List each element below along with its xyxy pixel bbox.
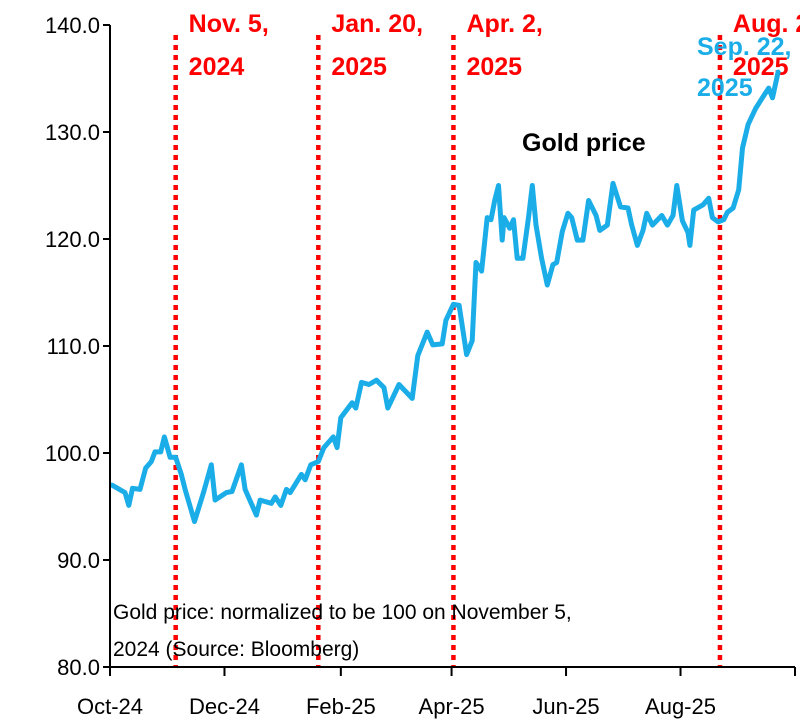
- event-label-line2: 2024: [189, 53, 245, 81]
- x-tick-label: Jun-25: [532, 694, 599, 719]
- axes: 80.0 90.0 100.0 110.0 120.0 130.0 140.0 Oct-24 D…: [45, 13, 796, 719]
- event-label-line2: 2025: [331, 53, 387, 81]
- y-tick-label: 130.0: [45, 120, 100, 145]
- x-tick-label: Feb-25: [306, 694, 376, 719]
- y-tick-label: 100.0: [45, 441, 100, 466]
- y-tick-label: 120.0: [45, 227, 100, 252]
- series-layer: [109, 69, 781, 524]
- series-label: Gold price: [522, 129, 646, 157]
- series-line-gold-price: [109, 69, 781, 524]
- note-line1: Gold price: normalized to be 100 on Nove…: [113, 601, 572, 624]
- x-tick-label: Oct-24: [77, 694, 143, 719]
- y-tick-label: 80.0: [57, 655, 100, 680]
- event-label-line2: 2025: [466, 53, 522, 81]
- x-tick-label: Dec-24: [189, 694, 260, 719]
- event-label-line1: Jan. 20,: [331, 10, 423, 38]
- y-tick-label: 140.0: [45, 13, 100, 38]
- event-label-line1: Aug. 22,: [733, 10, 800, 38]
- event-lines: Nov. 5, 2024 Jan. 20, 2025 Apr. 2, 2025 Aug. 2…: [173, 10, 800, 667]
- end-label-line2: 2025: [697, 74, 753, 102]
- note-line2: 2024 (Source: Bloomberg): [113, 638, 359, 661]
- annotations: Sep. 22, 2025 Gold price Gold price: nor…: [113, 33, 792, 661]
- end-label-line1: Sep. 22,: [697, 33, 792, 61]
- y-tick-label: 110.0: [47, 334, 100, 359]
- event-label-line1: Apr. 2,: [466, 10, 542, 38]
- x-tick-label: Apr-25: [419, 694, 485, 719]
- y-tick-label: 90.0: [57, 548, 100, 573]
- x-tick-label: Aug-25: [645, 694, 716, 719]
- event-label-line1: Nov. 5,: [189, 10, 269, 38]
